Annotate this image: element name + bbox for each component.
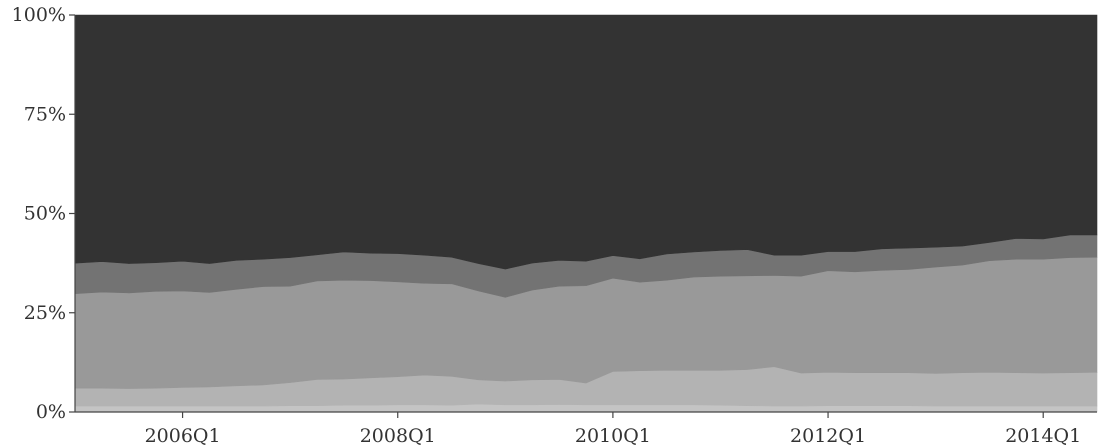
x-tick-label: 2012Q1 (790, 425, 866, 447)
x-axis-ticks: 2006Q1 2008Q1 2010Q1 2012Q1 2014Q1 (145, 412, 1081, 447)
area-layer-5 (74, 14, 1098, 270)
x-tick-label: 2010Q1 (575, 425, 651, 447)
y-tick-label: 25% (24, 302, 66, 324)
area-layers (74, 14, 1098, 413)
y-axis-ticks: 0% 25% 50% 75% 100% (12, 4, 75, 423)
y-tick-label: 75% (24, 103, 66, 125)
x-tick-label: 2014Q1 (1005, 425, 1081, 447)
x-tick-label: 2008Q1 (360, 425, 436, 447)
y-tick-label: 50% (24, 203, 66, 225)
x-tick-label: 2006Q1 (145, 425, 221, 447)
y-tick-label: 100% (12, 4, 66, 26)
y-tick-label: 0% (36, 401, 66, 423)
